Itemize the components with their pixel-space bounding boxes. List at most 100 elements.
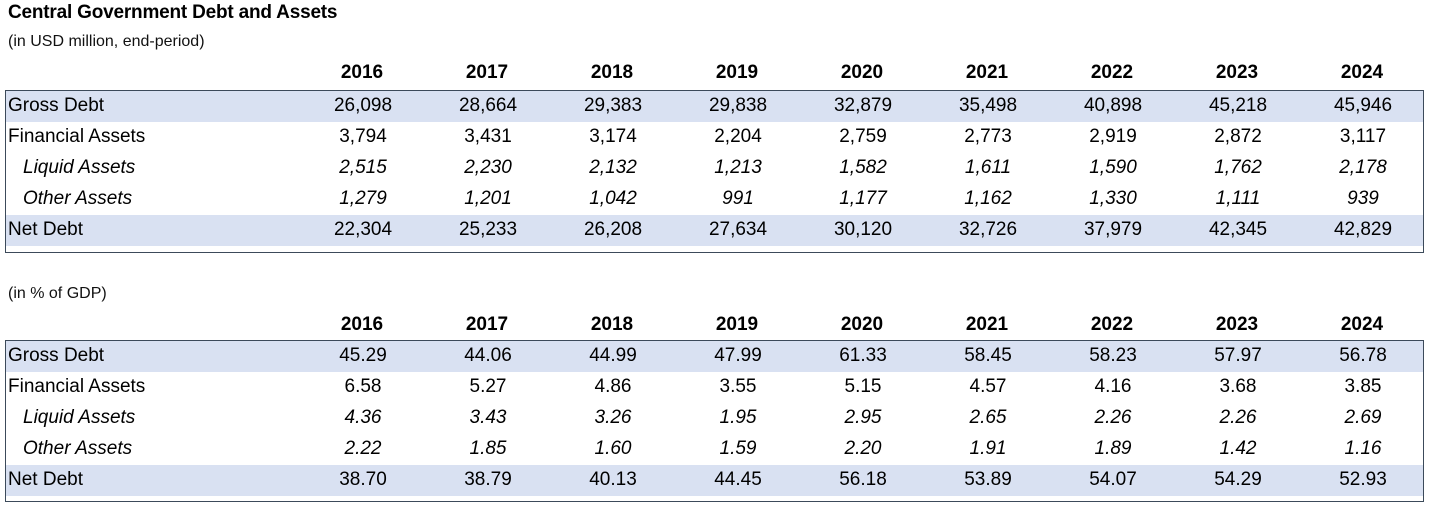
row-label: Liquid Assets — [23, 157, 136, 178]
table-row-gross-debt: Gross Debt 45.29 44.06 44.99 47.99 61.33… — [6, 341, 1423, 372]
table-cell: 27,634 — [708, 219, 768, 240]
row-label: Financial Assets — [8, 376, 146, 397]
table-cell: 1.16 — [1344, 438, 1382, 459]
table-cell: 991 — [722, 188, 754, 209]
page-title: Central Government Debt and Assets — [8, 2, 338, 23]
table-cell: 2,759 — [839, 126, 887, 147]
table-cell: 2.26 — [1094, 407, 1132, 428]
table-row-net-debt: Net Debt 38.70 38.79 40.13 44.45 56.18 5… — [6, 465, 1423, 496]
table-cell: 32,879 — [833, 95, 893, 116]
table-cell: 40.13 — [589, 469, 637, 490]
table-cell: 42,345 — [1208, 219, 1268, 240]
table-cell: 4.86 — [594, 376, 632, 397]
table-cell: 45.29 — [339, 345, 387, 366]
table-row-financial-assets: Financial Assets 3,794 3,431 3,174 2,204… — [6, 122, 1423, 153]
table-cell: 56.18 — [839, 469, 887, 490]
table-cell: 3.43 — [469, 407, 507, 428]
table-cell: 54.29 — [1214, 469, 1262, 490]
table-cell: 47.99 — [714, 345, 762, 366]
table-cell: 57.97 — [1214, 345, 1262, 366]
year-header-cell: 2022 — [1090, 62, 1134, 83]
table-cell: 1.60 — [594, 438, 632, 459]
year-header-cell: 2018 — [590, 62, 634, 83]
table-cell: 2,773 — [964, 126, 1012, 147]
year-header-cell: 2023 — [1215, 314, 1259, 335]
year-header-cell: 2024 — [1340, 314, 1384, 335]
year-header-cell: 2016 — [340, 314, 384, 335]
year-header-cell: 2017 — [465, 62, 509, 83]
table-cell: 3.68 — [1219, 376, 1257, 397]
table-cell: 44.45 — [714, 469, 762, 490]
table-row-liquid-assets: Liquid Assets 4.36 3.43 3.26 1.95 2.95 2… — [6, 403, 1423, 434]
table-cell: 56.78 — [1339, 345, 1387, 366]
usd-table: Gross Debt 26,098 28,664 29,383 29,838 3… — [5, 90, 1424, 253]
year-header-cell: 2022 — [1090, 314, 1134, 335]
table-cell: 22,304 — [333, 219, 393, 240]
table-cell: 40,898 — [1083, 95, 1143, 116]
year-header-cell: 2018 — [590, 314, 634, 335]
table-row-net-debt: Net Debt 22,304 25,233 26,208 27,634 30,… — [6, 215, 1423, 246]
table-cell: 939 — [1347, 188, 1379, 209]
table-cell: 3,117 — [1339, 126, 1387, 147]
usd-year-header: 2016 2017 2018 2019 2020 2021 2022 2023 … — [0, 62, 1433, 88]
row-label: Other Assets — [23, 188, 133, 209]
table-cell: 26,208 — [583, 219, 643, 240]
table-cell: 61.33 — [839, 345, 887, 366]
table-cell: 1,162 — [964, 188, 1012, 209]
table-cell: 1,201 — [464, 188, 512, 209]
table-cell: 1,590 — [1089, 157, 1137, 178]
table-cell: 2,178 — [1339, 157, 1387, 178]
table-row-liquid-assets: Liquid Assets 2,515 2,230 2,132 1,213 1,… — [6, 153, 1423, 184]
table-cell: 53.89 — [964, 469, 1012, 490]
table-cell: 3.85 — [1344, 376, 1382, 397]
table-cell: 35,498 — [958, 95, 1018, 116]
table-cell: 37,979 — [1083, 219, 1143, 240]
row-label: Gross Debt — [8, 345, 105, 366]
table-cell: 1,279 — [339, 188, 387, 209]
usd-table-subtitle: (in USD million, end-period) — [8, 33, 205, 50]
table-cell: 3.26 — [594, 407, 632, 428]
table-cell: 38.79 — [464, 469, 512, 490]
table-cell: 3.55 — [719, 376, 757, 397]
table-cell: 4.36 — [344, 407, 382, 428]
table-cell: 38.70 — [339, 469, 387, 490]
table-cell: 28,664 — [458, 95, 518, 116]
gdp-table-subtitle: (in % of GDP) — [8, 285, 107, 302]
table-cell: 5.15 — [844, 376, 882, 397]
year-header-cell: 2023 — [1215, 62, 1259, 83]
table-cell: 1.91 — [969, 438, 1007, 459]
table-cell: 5.27 — [469, 376, 507, 397]
year-header-cell: 2017 — [465, 314, 509, 335]
table-cell: 2,515 — [339, 157, 387, 178]
table-cell: 1.89 — [1094, 438, 1132, 459]
row-label: Gross Debt — [8, 95, 105, 116]
year-header-cell: 2020 — [840, 314, 884, 335]
table-cell: 45,946 — [1333, 95, 1393, 116]
table-cell: 4.57 — [969, 376, 1007, 397]
table-cell: 1.42 — [1219, 438, 1257, 459]
table-row-other-assets: Other Assets 1,279 1,201 1,042 991 1,177… — [6, 184, 1423, 215]
gdp-table: Gross Debt 45.29 44.06 44.99 47.99 61.33… — [5, 340, 1424, 502]
table-cell: 3,174 — [589, 126, 637, 147]
table-cell: 1,213 — [714, 157, 762, 178]
table-cell: 44.06 — [464, 345, 512, 366]
table-cell: 2,132 — [589, 157, 637, 178]
table-cell: 25,233 — [458, 219, 518, 240]
table-cell: 45,218 — [1208, 95, 1268, 116]
table-cell: 2.65 — [969, 407, 1007, 428]
table-cell: 29,838 — [708, 95, 768, 116]
year-header-cell: 2021 — [965, 314, 1009, 335]
table-cell: 1,582 — [839, 157, 887, 178]
table-cell: 1.85 — [469, 438, 507, 459]
year-header-cell: 2021 — [965, 62, 1009, 83]
year-header-cell: 2016 — [340, 62, 384, 83]
year-header-cell: 2019 — [715, 314, 759, 335]
row-label: Other Assets — [23, 438, 133, 459]
table-cell: 32,726 — [958, 219, 1018, 240]
table-cell: 58.23 — [1089, 345, 1137, 366]
table-cell: 3,794 — [339, 126, 387, 147]
year-header-cell: 2020 — [840, 62, 884, 83]
gdp-year-header: 2016 2017 2018 2019 2020 2021 2022 2023 … — [0, 314, 1433, 340]
table-cell: 2.20 — [844, 438, 882, 459]
row-label: Financial Assets — [8, 126, 146, 147]
